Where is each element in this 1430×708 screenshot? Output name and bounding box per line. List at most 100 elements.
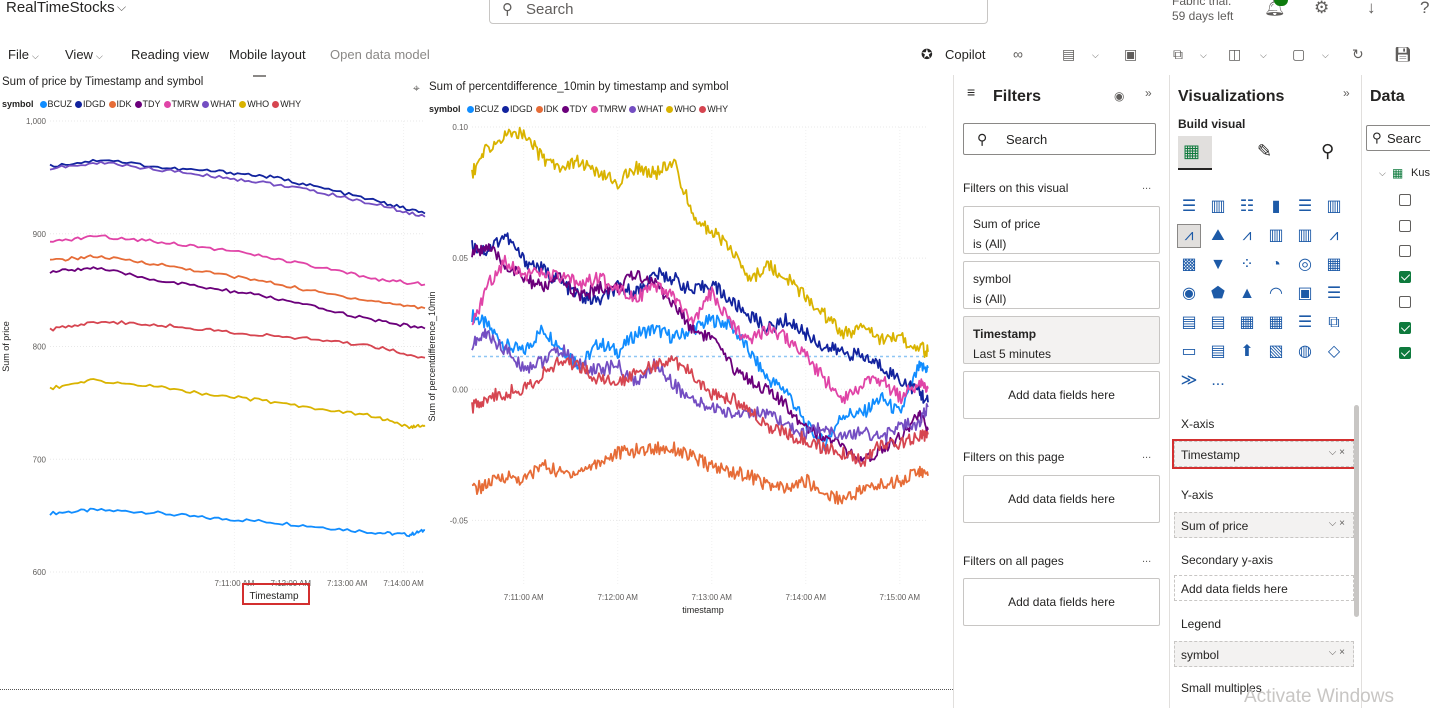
table-visual-icon[interactable]: ▦: [1239, 314, 1255, 331]
share-icon[interactable]: ⧉: [1173, 46, 1183, 62]
remove-field-icon[interactable]: ⌵ ×: [1328, 518, 1345, 529]
100-bar-visual-icon[interactable]: ☰: [1297, 198, 1313, 215]
filter-card-timestamp[interactable]: Timestamp Last 5 minutes: [963, 316, 1160, 364]
filters-search-input[interactable]: ⚲ Search: [963, 123, 1156, 155]
notes-icon[interactable]: ▣: [1124, 46, 1138, 62]
y-axis-well[interactable]: Sum of price ⌵ ×: [1174, 512, 1354, 538]
chevron-down-icon[interactable]: ⌵: [117, 0, 127, 14]
series-line-why[interactable]: [49, 320, 426, 359]
field-checkbox[interactable]: [1399, 245, 1411, 257]
series-line-tmrw[interactable]: [471, 254, 929, 405]
add-all-pages-filter-dropzone[interactable]: Add data fields here: [963, 578, 1160, 626]
gear-icon[interactable]: ⚙: [1314, 0, 1330, 17]
field-checkbox[interactable]: [1399, 270, 1411, 283]
clustered-bar-visual-icon[interactable]: ☷: [1239, 198, 1255, 215]
view-menu[interactable]: View ⌵: [65, 47, 103, 62]
key-influencers-visual-icon[interactable]: ⬆: [1240, 343, 1254, 360]
reading-view-button[interactable]: Reading view: [131, 47, 210, 62]
more-options-button[interactable]: ...: [1142, 180, 1152, 192]
filled-map-visual-icon[interactable]: ⬟: [1211, 285, 1225, 302]
chevron-down-icon[interactable]: ⌵: [1379, 168, 1386, 178]
legend-item-idgd[interactable]: IDGD: [83, 99, 106, 109]
series-line-idgd[interactable]: [471, 232, 929, 404]
collapse-icon[interactable]: »: [1343, 86, 1350, 100]
field-checkbox[interactable]: [1399, 194, 1411, 206]
matrix-visual-icon[interactable]: ▦: [1268, 314, 1284, 331]
line-clustered-visual-icon[interactable]: ▥: [1297, 227, 1313, 244]
waterfall-visual-icon[interactable]: ▩: [1181, 256, 1197, 273]
series-line-bcuz[interactable]: [471, 309, 929, 452]
more-options-button[interactable]: ...: [1142, 449, 1152, 461]
chart2-plot[interactable]: 0.10 0.05 0.00 -0.05 7:11:00 AM 7:12:00 AM 7:1…: [428, 120, 948, 640]
gauge-visual-icon[interactable]: ◠: [1269, 285, 1283, 302]
secondary-y-axis-well[interactable]: Add data fields here: [1174, 575, 1354, 601]
chevron-down-icon[interactable]: ⌵: [1322, 50, 1329, 60]
legend-item-idk[interactable]: IDK: [116, 99, 132, 109]
legend-item-idk[interactable]: IDK: [543, 104, 559, 114]
pin-icon[interactable]: ⌖: [413, 81, 420, 95]
slicer-visual-icon[interactable]: ▤: [1210, 314, 1226, 331]
chevron-down-icon[interactable]: ⌵: [1200, 50, 1207, 60]
teams-icon[interactable]: ◫: [1228, 46, 1242, 62]
series-line-who[interactable]: [471, 126, 929, 359]
clustered-column-visual-icon[interactable]: ▮: [1271, 198, 1281, 215]
series-line-idk[interactable]: [49, 254, 426, 310]
series-line-tdy[interactable]: [49, 266, 426, 330]
collapse-icon[interactable]: »: [1145, 86, 1152, 100]
series-line-tmrw[interactable]: [49, 234, 426, 287]
series-line-what[interactable]: [49, 160, 426, 218]
line-column-visual-icon[interactable]: ▥: [1268, 227, 1284, 244]
app-title[interactable]: RealTimeStocks: [6, 0, 115, 16]
legend-item-what[interactable]: WHAT: [637, 104, 664, 114]
mobile-layout-button[interactable]: Mobile layout: [229, 47, 306, 62]
analytics-icon[interactable]: ⚲: [1321, 141, 1335, 161]
ribbon-visual-icon[interactable]: ⩘: [1329, 227, 1339, 244]
power-apps-visual-icon[interactable]: ◇: [1327, 343, 1341, 360]
visualizations-scrollbar[interactable]: [1354, 405, 1359, 617]
chevron-down-icon[interactable]: ⌵: [1092, 50, 1099, 60]
data-search-input[interactable]: ⚲ Searc: [1366, 125, 1430, 151]
more-visuals-button[interactable]: ...: [1211, 372, 1225, 389]
field-checkbox[interactable]: [1399, 219, 1411, 232]
card-visual-icon[interactable]: ▣: [1297, 285, 1313, 302]
multi-row-card-visual-icon[interactable]: ☰: [1326, 285, 1342, 302]
save-icon[interactable]: 💾︎: [1394, 46, 1412, 62]
line-visual-icon[interactable]: ⩘: [1177, 224, 1201, 248]
open-data-model-button[interactable]: Open data model: [330, 47, 430, 62]
legend-item-tdy[interactable]: TDY: [142, 99, 161, 109]
chevron-down-icon[interactable]: ⌵: [1260, 50, 1267, 60]
global-search-input[interactable]: ⚲ Search: [489, 0, 988, 24]
series-line-idk[interactable]: [471, 441, 929, 505]
download-icon[interactable]: ↓: [1367, 0, 1376, 17]
donut-visual-icon[interactable]: ◎: [1298, 256, 1312, 273]
format-brush-icon[interactable]: ✎: [1257, 141, 1273, 161]
add-visual-filter-dropzone[interactable]: Add data fields here: [963, 371, 1160, 419]
drag-handle[interactable]: [253, 75, 266, 77]
legend-item-why[interactable]: WHY: [280, 99, 302, 109]
file-menu[interactable]: File ⌵: [8, 47, 39, 62]
legend-item-bcuz[interactable]: BCUZ: [474, 104, 500, 114]
field-checkbox[interactable]: [1399, 321, 1411, 334]
series-line-who[interactable]: [49, 378, 426, 430]
stacked-area-visual-icon[interactable]: ⩘: [1242, 227, 1252, 244]
100-column-visual-icon[interactable]: ▥: [1326, 198, 1342, 215]
data-item-label[interactable]: Kus: [1411, 167, 1430, 179]
filter-card-sum-of-price[interactable]: Sum of price is (All): [963, 206, 1160, 254]
stacked-column-visual-icon[interactable]: ▥: [1210, 198, 1226, 215]
python-visual-icon[interactable]: ⧉: [1328, 314, 1340, 331]
narrative-visual-icon[interactable]: ▭: [1181, 343, 1197, 360]
binoculars-icon[interactable]: ∞: [1013, 46, 1023, 62]
legend-item-who[interactable]: WHO: [674, 104, 697, 114]
comment-icon[interactable]: ▤: [1062, 46, 1076, 62]
series-line-what[interactable]: [471, 328, 929, 443]
funnel-visual-icon[interactable]: ▼: [1210, 256, 1226, 273]
azure-map-visual-icon[interactable]: ▲: [1239, 285, 1255, 302]
help-icon[interactable]: ?: [1420, 0, 1430, 17]
arcgis-visual-icon[interactable]: ◍: [1298, 343, 1312, 360]
kpi-visual-icon[interactable]: ▤: [1181, 314, 1197, 331]
legend-item-bcuz[interactable]: BCUZ: [47, 99, 73, 109]
series-line-why[interactable]: [471, 355, 929, 468]
treemap-visual-icon[interactable]: ▦: [1326, 256, 1342, 273]
power-automate-visual-icon[interactable]: ≫: [1180, 372, 1198, 389]
